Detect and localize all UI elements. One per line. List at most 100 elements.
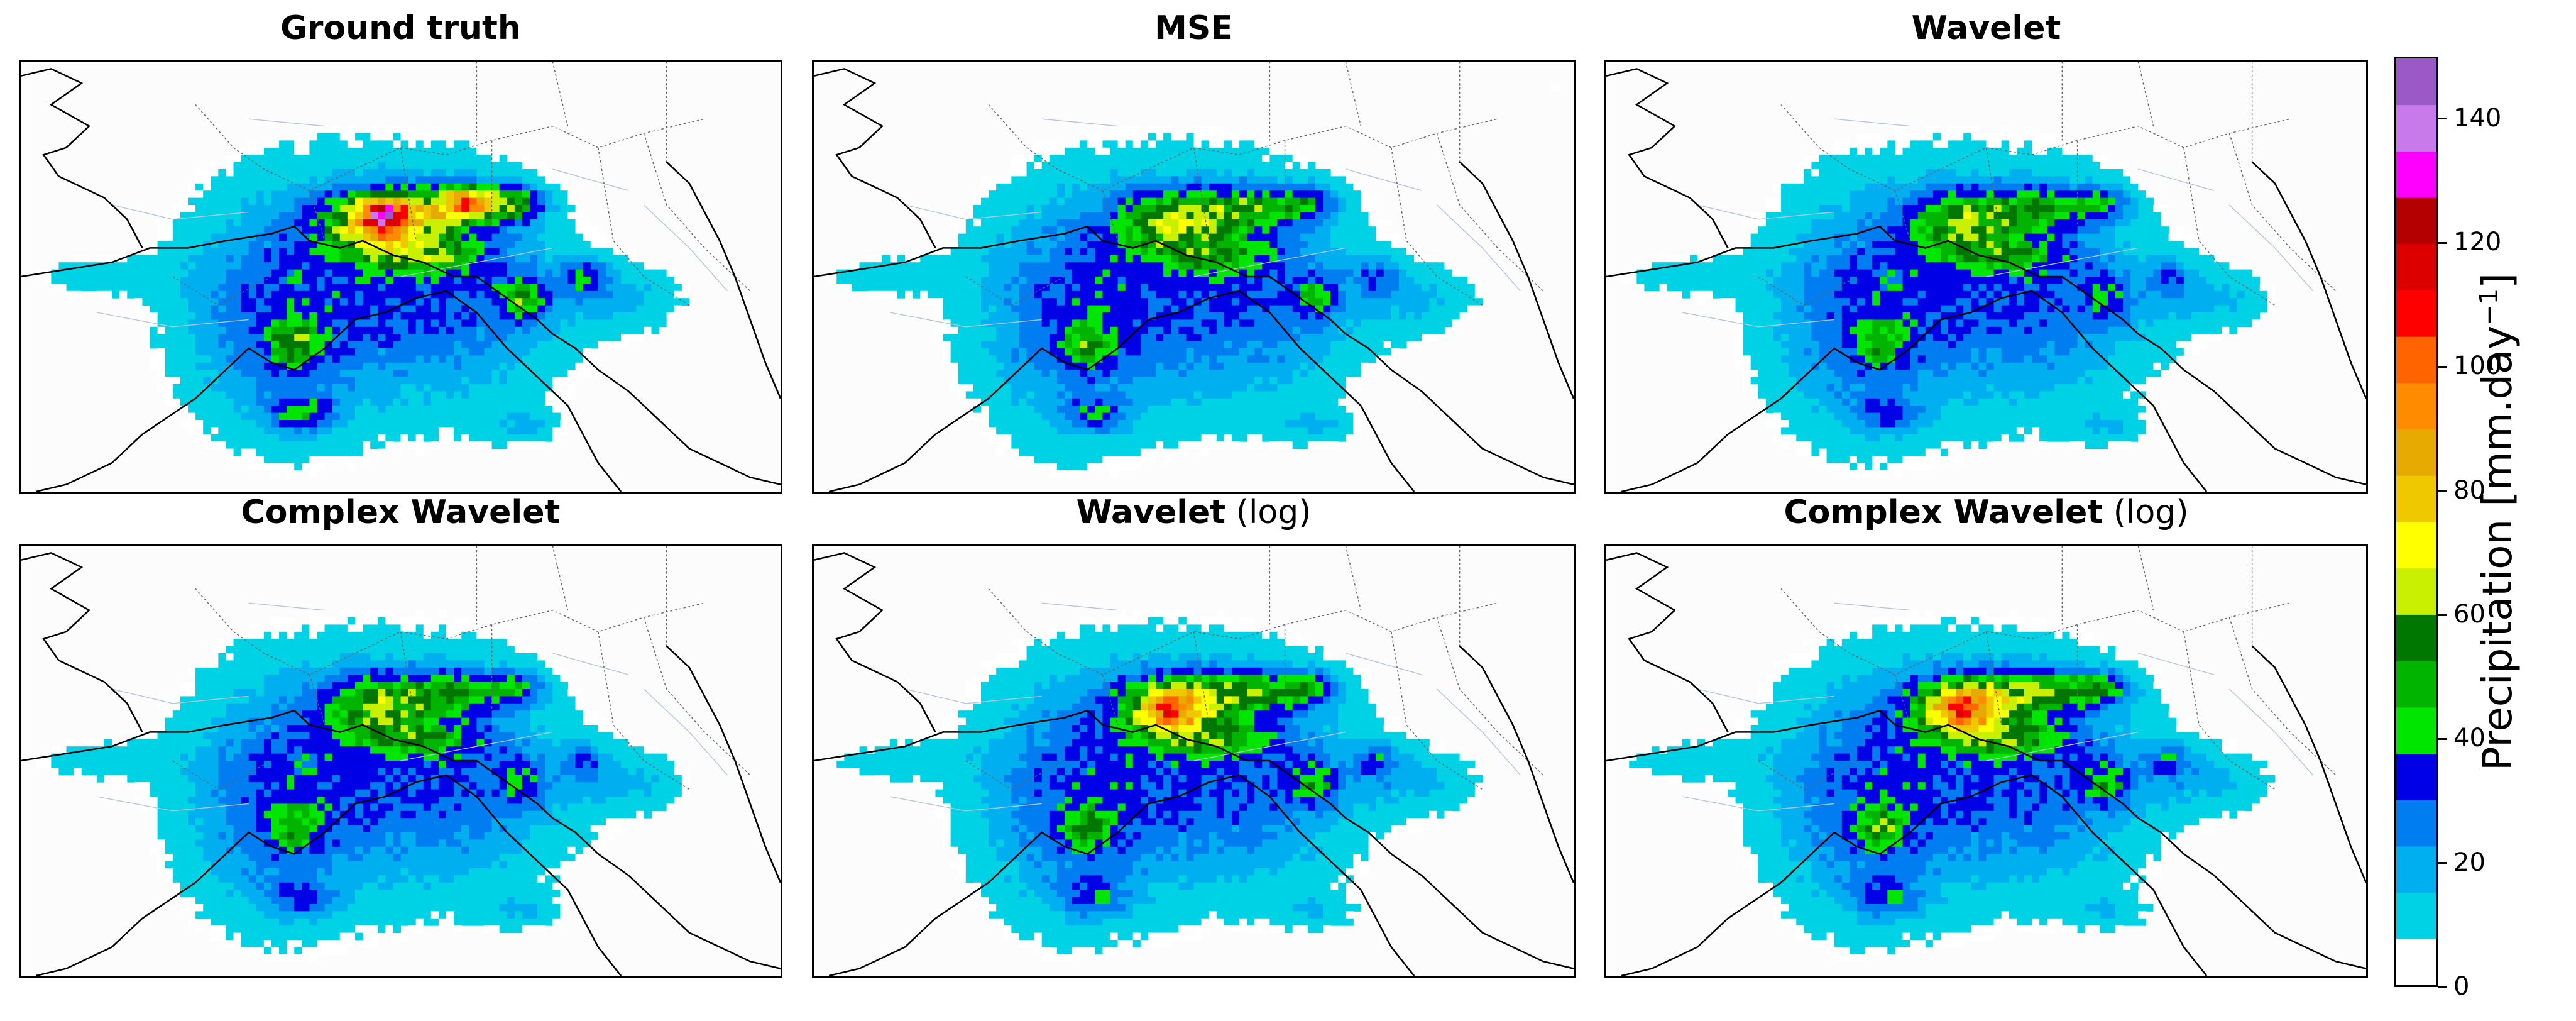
precip-cell <box>241 197 249 206</box>
precip-cell <box>187 233 196 241</box>
precip-cell <box>287 176 295 184</box>
precip-cell <box>385 412 393 421</box>
precip-cell <box>1269 233 1278 241</box>
precip-cell <box>354 155 363 163</box>
precip-cell <box>195 406 204 414</box>
precip-cell <box>370 233 378 241</box>
precip-cell <box>1277 355 1286 363</box>
precip-cell <box>461 362 469 370</box>
precip-cell <box>928 298 936 306</box>
precip-cell <box>142 269 151 277</box>
precip-cell <box>271 241 280 248</box>
precip-cell <box>195 241 204 248</box>
precip-cell <box>530 298 538 306</box>
precip-cell <box>598 241 606 248</box>
precip-cell <box>354 326 363 334</box>
precip-cell <box>1231 133 1240 141</box>
precip-cell <box>1171 341 1179 349</box>
precip-cell <box>332 162 341 170</box>
precip-cell <box>438 284 447 292</box>
precip-cell <box>378 212 386 220</box>
precip-cell <box>1095 219 1103 227</box>
precip-cell <box>1019 355 1028 363</box>
precip-cell <box>1224 398 1232 406</box>
precip-cell <box>1231 348 1240 356</box>
precip-cell <box>408 355 417 363</box>
precip-cell <box>1072 262 1080 270</box>
precip-cell <box>1292 312 1301 320</box>
precip-cell <box>1277 420 1286 428</box>
precip-cell <box>1406 284 1415 292</box>
precip-cell <box>1383 219 1392 227</box>
precip-cell <box>317 398 326 406</box>
precip-cell <box>989 312 997 320</box>
precip-cell <box>1307 183 1316 191</box>
precip-cell <box>1330 212 1339 220</box>
precip-cell <box>491 205 500 212</box>
precip-cell <box>476 412 485 421</box>
precip-cell <box>499 420 508 428</box>
precip-cell <box>1300 212 1308 220</box>
precip-cell <box>241 384 249 392</box>
precip-cell <box>567 233 576 241</box>
precip-cell <box>935 312 944 320</box>
precip-cell <box>514 269 523 277</box>
precip-cell <box>674 312 682 320</box>
precip-cell <box>1338 262 1346 270</box>
precip-cell <box>1080 420 1088 428</box>
precip-cell <box>226 398 234 406</box>
precip-cell <box>1292 212 1301 220</box>
precip-cell <box>317 284 326 292</box>
precip-cell <box>1330 262 1339 270</box>
precip-cell <box>1239 391 1247 399</box>
precip-cell <box>950 377 959 385</box>
precip-cell <box>844 284 852 292</box>
precip-cell <box>279 176 287 184</box>
precip-cell <box>1110 290 1119 299</box>
precip-cell <box>385 284 393 292</box>
precip-cell <box>438 362 447 370</box>
precip-cell <box>499 348 508 356</box>
precip-cell <box>233 434 242 442</box>
precip-cell <box>309 355 317 363</box>
precip-cell <box>1117 298 1126 306</box>
precip-cell <box>104 269 112 277</box>
precip-cell <box>1201 233 1210 241</box>
precip-cell <box>1011 384 1019 392</box>
precip-cell <box>560 269 568 277</box>
precip-cell <box>1346 255 1354 263</box>
precip-cell <box>1209 348 1217 356</box>
precip-cell <box>537 441 545 450</box>
precip-cell <box>980 190 989 199</box>
precip-cell <box>332 341 341 349</box>
precip-cell <box>499 212 508 220</box>
precip-cell <box>279 305 287 313</box>
precip-cell <box>408 290 417 299</box>
precip-cell <box>180 212 189 220</box>
precip-cell <box>400 205 409 212</box>
precip-cell <box>400 406 409 414</box>
precip-cell <box>552 434 561 442</box>
precip-cell <box>1231 412 1240 421</box>
precip-cell <box>446 140 454 148</box>
precip-cell <box>400 434 409 442</box>
precip-cell <box>545 434 553 442</box>
precip-cell <box>1346 262 1354 270</box>
precip-cell <box>1178 147 1187 155</box>
precip-cell <box>263 305 272 313</box>
precip-cell <box>1346 241 1354 248</box>
precip-cell <box>180 241 189 248</box>
precip-cell <box>1004 406 1012 414</box>
precip-cell <box>1178 362 1187 370</box>
precip-cell <box>989 305 997 313</box>
precip-cell <box>552 212 561 220</box>
precip-cell <box>218 284 226 292</box>
precip-cell <box>621 341 629 349</box>
precip-cell <box>309 269 317 277</box>
precip-cell <box>989 398 997 406</box>
precip-cell <box>1239 334 1247 342</box>
precip-cell <box>1125 197 1134 206</box>
precip-cell <box>454 162 462 170</box>
precip-cell <box>1209 219 1217 227</box>
precip-cell <box>1422 319 1430 328</box>
